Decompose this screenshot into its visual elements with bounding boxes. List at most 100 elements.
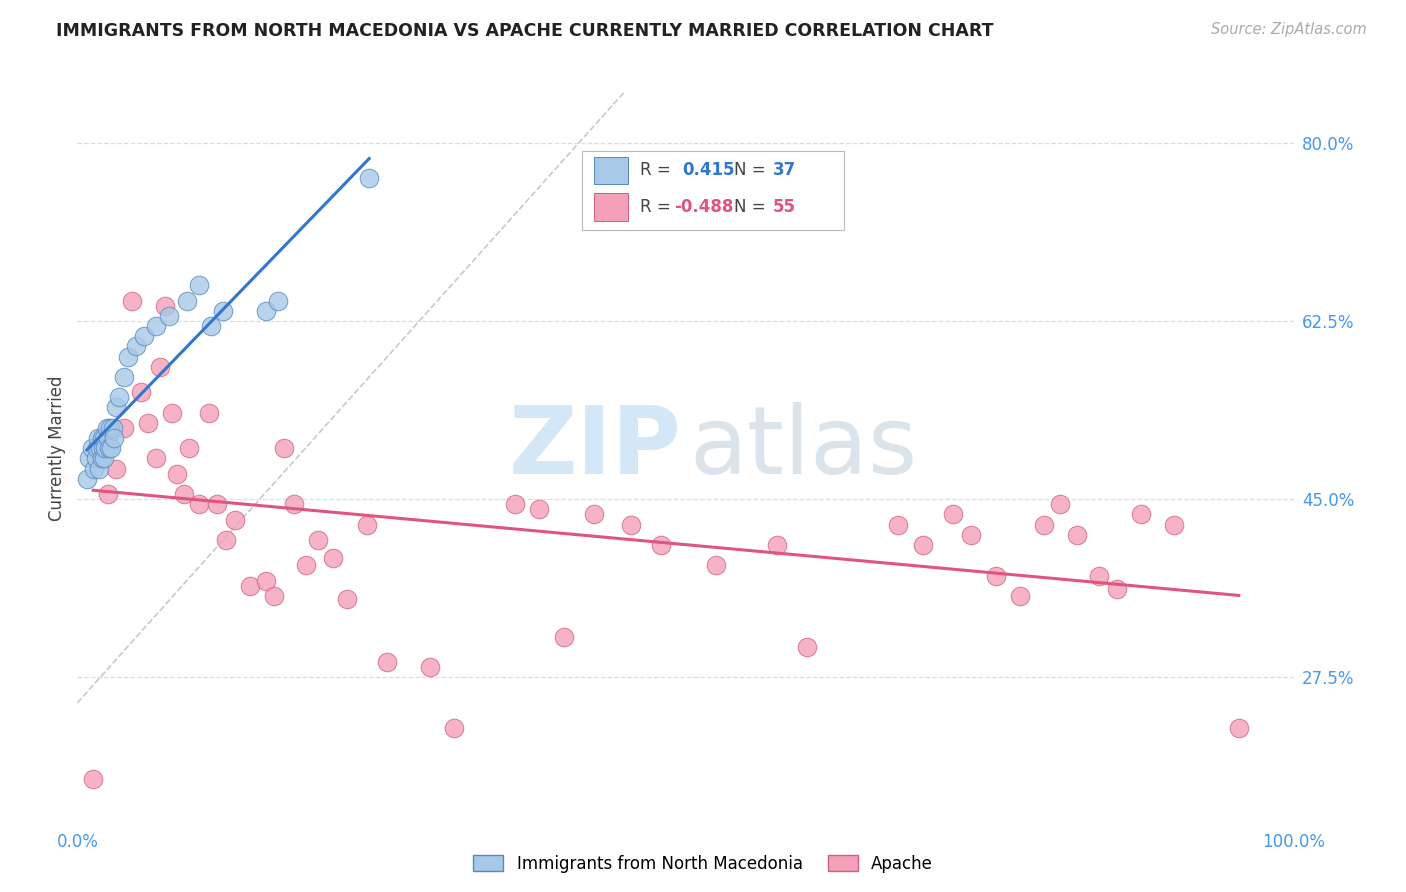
Point xyxy=(90,431,112,445)
Point xyxy=(1227,722,1250,736)
Point xyxy=(200,318,222,333)
FancyBboxPatch shape xyxy=(582,151,844,229)
Point xyxy=(765,538,787,552)
Point xyxy=(179,442,201,455)
Point xyxy=(107,390,129,404)
Point xyxy=(157,309,180,323)
Point xyxy=(443,722,465,736)
Point xyxy=(188,278,211,293)
Text: R =: R = xyxy=(640,161,676,179)
Point xyxy=(254,303,277,318)
Point xyxy=(197,406,219,420)
Point xyxy=(145,451,167,466)
Point xyxy=(212,303,235,318)
Point xyxy=(83,461,105,475)
Y-axis label: Currently Married: Currently Married xyxy=(48,376,66,521)
Point xyxy=(1033,517,1056,532)
Point xyxy=(650,538,672,552)
Point xyxy=(100,442,122,455)
FancyBboxPatch shape xyxy=(595,156,628,184)
Point xyxy=(90,451,112,466)
Point xyxy=(166,467,188,481)
Point xyxy=(101,421,124,435)
Point xyxy=(76,472,98,486)
Point xyxy=(112,421,135,435)
Point xyxy=(89,442,111,455)
Point xyxy=(1130,508,1153,522)
Point xyxy=(176,293,198,308)
Point xyxy=(307,533,329,547)
Point xyxy=(97,487,120,501)
Point xyxy=(93,431,115,445)
Point xyxy=(419,660,441,674)
Point xyxy=(117,350,139,364)
Text: -0.488: -0.488 xyxy=(675,198,734,216)
Point xyxy=(583,508,606,522)
Point xyxy=(84,451,107,466)
Text: N =: N = xyxy=(734,198,770,216)
Point xyxy=(273,442,295,455)
Point xyxy=(224,512,246,526)
Point xyxy=(105,401,128,415)
Point xyxy=(97,431,120,445)
Point xyxy=(94,442,117,455)
Point xyxy=(93,451,115,466)
Point xyxy=(153,299,176,313)
Point xyxy=(173,487,195,501)
Point xyxy=(911,538,934,552)
Point xyxy=(125,339,148,353)
Point xyxy=(295,558,318,573)
Point xyxy=(1008,589,1031,603)
Point xyxy=(134,329,156,343)
Text: 37: 37 xyxy=(773,161,796,179)
Point xyxy=(377,655,399,669)
Point xyxy=(356,517,378,532)
Point xyxy=(136,416,159,430)
Point xyxy=(796,640,818,654)
Text: R =: R = xyxy=(640,198,676,216)
Point xyxy=(239,579,262,593)
Point xyxy=(322,551,344,566)
Point xyxy=(1088,568,1111,582)
Point xyxy=(80,442,103,455)
Point xyxy=(254,574,277,588)
Point xyxy=(89,461,111,475)
Point xyxy=(529,502,551,516)
Point xyxy=(503,497,526,511)
Point xyxy=(283,497,305,511)
Point xyxy=(704,558,727,573)
Point xyxy=(960,528,983,542)
Point xyxy=(205,497,228,511)
Point xyxy=(98,421,121,435)
Point xyxy=(1163,517,1185,532)
Point xyxy=(263,589,285,603)
Point xyxy=(267,293,290,308)
Point xyxy=(553,630,575,644)
Point xyxy=(149,359,172,374)
Point xyxy=(887,517,910,532)
Point xyxy=(103,431,125,445)
Point xyxy=(87,431,110,445)
Point xyxy=(105,461,128,475)
Point xyxy=(1066,528,1088,542)
Point xyxy=(1107,582,1129,596)
Point xyxy=(942,508,965,522)
Point xyxy=(336,592,359,607)
Point xyxy=(359,171,381,186)
Text: ZIP: ZIP xyxy=(509,402,682,494)
Point xyxy=(96,421,118,435)
Point xyxy=(86,442,108,455)
Text: IMMIGRANTS FROM NORTH MACEDONIA VS APACHE CURRENTLY MARRIED CORRELATION CHART: IMMIGRANTS FROM NORTH MACEDONIA VS APACH… xyxy=(56,22,994,40)
Text: atlas: atlas xyxy=(689,402,917,494)
Text: 0.415: 0.415 xyxy=(682,161,734,179)
FancyBboxPatch shape xyxy=(595,194,628,220)
Point xyxy=(1049,497,1071,511)
Text: Source: ZipAtlas.com: Source: ZipAtlas.com xyxy=(1211,22,1367,37)
Point xyxy=(188,497,211,511)
Point xyxy=(215,533,238,547)
Point xyxy=(129,385,152,400)
Legend: Immigrants from North Macedonia, Apache: Immigrants from North Macedonia, Apache xyxy=(467,848,939,880)
Point xyxy=(160,406,183,420)
Point xyxy=(79,451,101,466)
Point xyxy=(91,442,114,455)
